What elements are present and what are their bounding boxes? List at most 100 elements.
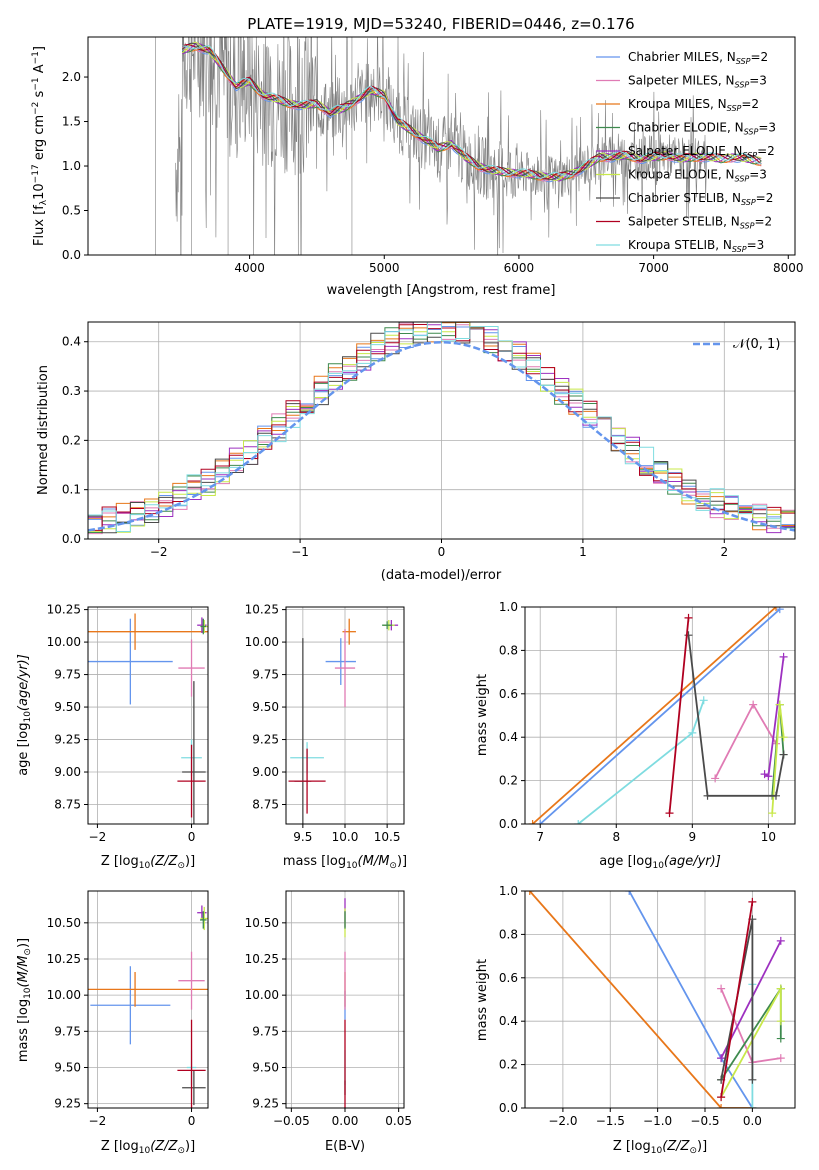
normal-reference-curve [88, 340, 795, 532]
weight-point-marker [536, 820, 545, 824]
x-tick-label: 5000 [369, 261, 400, 275]
x-tick-label: 7000 [638, 261, 669, 275]
residuals-panel: −2 −1 0 1 2 0.0 0.1 0.2 0.3 0.4 𝒩(0, 1) (data-mod… [36, 321, 796, 583]
weight-point-marker [699, 696, 708, 705]
y-tick-label: 9.50 [252, 700, 279, 714]
y-tick-label: 8.75 [252, 798, 279, 812]
y-tick-label: 9.25 [54, 1097, 81, 1111]
y-tick-label: 0.8 [499, 643, 518, 657]
weight-point-marker [776, 984, 785, 993]
x-tick-label: 7 [536, 830, 544, 844]
weight-series-line [771, 704, 785, 814]
weight-point-marker [771, 607, 780, 611]
y-tick-label: 0.8 [499, 927, 518, 941]
weight-point-marker [717, 984, 726, 993]
weight-series-line [720, 901, 754, 1098]
weight-point-marker [775, 700, 784, 709]
legend-entry-label: Chabrier ELODIE, NSSP=3 [628, 121, 776, 137]
age-vs-z-plot-area: −2 0 8.75 9.00 9.25 9.50 9.75 10.00 10.25 [47, 603, 208, 844]
x-tick-label: −2 [89, 1114, 107, 1128]
weight-series-line [577, 700, 705, 824]
weight-point-marker [528, 820, 537, 824]
age-vs-mass-frame [285, 606, 405, 825]
weight-vs-age-y-axis-label: mass weight [475, 674, 490, 756]
y-tick-label: 9.75 [54, 1024, 81, 1038]
legend-entry-label: Chabrier MILES, NSSP=2 [628, 50, 768, 66]
residuals-frame [87, 321, 796, 540]
weight-point-marker [748, 1075, 757, 1084]
y-tick-label: 10.25 [47, 952, 81, 966]
x-tick-label: −1.0 [643, 1114, 672, 1128]
age-vs-z-frame [87, 606, 209, 825]
y-tick-label: 9.00 [54, 765, 81, 779]
error-bars [288, 618, 399, 824]
residuals-plot-area: −2 −1 0 1 2 0.0 0.1 0.2 0.3 0.4 [62, 322, 795, 559]
y-tick-label: 0.2 [499, 1058, 518, 1072]
y-tick-label: 9.25 [252, 1097, 279, 1111]
x-tick-label: 0 [188, 1114, 196, 1128]
legend-entry-label: Salpeter STELIB, NSSP=2 [628, 215, 772, 231]
y-tick-label: 2.0 [62, 70, 81, 84]
legend-entry-label: Kroupa ELODIE, NSSP=3 [628, 168, 767, 184]
weight-point-marker [703, 791, 712, 800]
weight-series-line [532, 607, 777, 824]
y-tick-label: 9.75 [252, 1024, 279, 1038]
x-tick-label: 0.05 [385, 1114, 412, 1128]
legend-entry-label: Salpeter MILES, NSSP=3 [628, 74, 767, 90]
weight-series-line [714, 702, 777, 779]
y-tick-label: 9.00 [252, 765, 279, 779]
x-tick-label: −2 [89, 830, 107, 844]
spectrum-x-axis-label: wavelength [Angstrom, rest frame] [327, 283, 556, 298]
weight-vs-age-panel: 7 8 9 10 0.0 0.2 0.4 0.6 0.8 1.0 age [log10(age/y… [475, 600, 796, 871]
weight-point-marker [525, 891, 534, 895]
x-tick-label: 8 [612, 830, 620, 844]
mass-vs-z-plot-area: −2 0 9.25 9.50 9.75 10.00 10.25 10.50 [47, 891, 208, 1128]
y-tick-label: 0.5 [62, 204, 81, 218]
y-tick-label: 9.50 [54, 700, 81, 714]
y-tick-label: 9.75 [54, 668, 81, 682]
y-tick-label: 0.4 [499, 730, 518, 744]
legend-entry-label: Kroupa MILES, NSSP=2 [628, 97, 759, 113]
y-tick-label: 0.0 [499, 1101, 518, 1115]
model-fit-line [182, 44, 762, 181]
y-tick-label: 8.75 [54, 798, 81, 812]
y-tick-label: 10.25 [245, 952, 279, 966]
weight-point-marker [717, 1093, 726, 1102]
spectrum-legend: Chabrier MILES, NSSP=2 Salpeter MILES, NS… [596, 50, 776, 254]
x-tick-label: 1 [579, 545, 587, 559]
weight-vs-z-panel: −2.0 −1.5 −1.0 −0.5 0.0 0.0 0.2 0.4 0.6 0.8 1.0 Z … [475, 884, 796, 1156]
residual-histogram [88, 322, 795, 534]
x-tick-label: −2.0 [548, 1114, 577, 1128]
weight-point-marker [771, 791, 780, 800]
weight-lines [525, 891, 785, 1108]
mass-vs-z-x-axis-label: Z [log10(Z/Z⊙)] [101, 1139, 195, 1156]
spectrum-lines [155, 37, 762, 255]
x-tick-label: 10.0 [332, 830, 359, 844]
y-tick-label: 10.25 [47, 603, 81, 617]
histograms [88, 322, 795, 535]
x-tick-label: 4000 [234, 261, 265, 275]
y-tick-label: 1.5 [62, 115, 81, 129]
figure-title: PLATE=1919, MJD=53240, FIBERID=0446, z=0… [247, 15, 634, 33]
weight-point-marker [717, 1054, 726, 1063]
y-tick-label: 0.0 [499, 817, 518, 831]
age-vs-z-x-axis-label: Z [log10(Z/Z⊙)] [101, 854, 195, 871]
y-tick-label: 1.0 [62, 159, 81, 173]
residuals-legend: 𝒩(0, 1) [693, 337, 780, 352]
weight-point-marker [776, 936, 785, 945]
y-tick-label: 0.6 [499, 971, 518, 985]
weight-point-marker [779, 733, 788, 742]
legend-entry-label: Kroupa STELIB, NSSP=3 [628, 238, 764, 254]
mass-vs-z-y-axis-label: mass [log10(M/M⊙)] [16, 938, 33, 1062]
x-tick-label: 0 [438, 545, 446, 559]
age-vs-mass-plot-area: 9.5 10.0 10.5 8.75 9.00 9.25 9.50 9.75 10.00 10.2… [245, 603, 404, 844]
weight-vs-age-x-axis-label: age [log10(age/yr)] [599, 854, 721, 871]
mass-vs-z-frame [87, 890, 209, 1109]
weight-point-marker [688, 728, 697, 737]
x-tick-label: 6000 [504, 261, 535, 275]
y-tick-label: 10.00 [47, 988, 81, 1002]
weight-series-line [529, 891, 753, 1108]
x-tick-label: 2 [720, 545, 728, 559]
weight-point-marker [625, 891, 634, 895]
weight-point-marker [768, 809, 777, 818]
